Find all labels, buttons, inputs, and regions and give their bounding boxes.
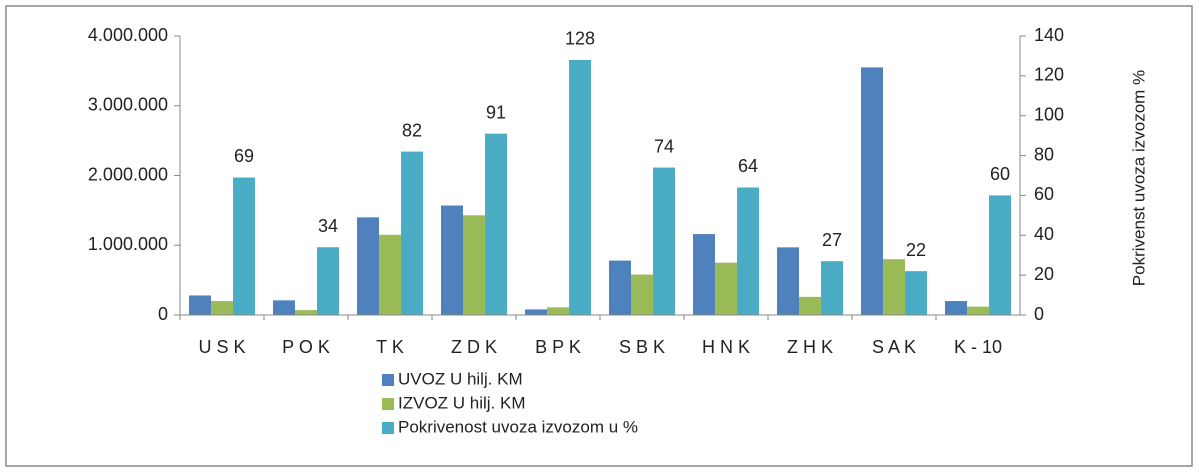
bar: [883, 259, 905, 315]
bar: [653, 167, 675, 315]
data-label: 69: [234, 146, 254, 166]
bar: [799, 296, 821, 315]
x-tick-label: P O K: [282, 337, 330, 357]
bar: [441, 205, 463, 315]
y2-tick-label: 80: [1034, 144, 1054, 164]
data-label: 91: [486, 102, 506, 122]
y2-tick-label: 140: [1034, 25, 1064, 45]
bar: [485, 133, 507, 315]
x-tick-label: S B K: [619, 337, 665, 357]
bar: [777, 247, 799, 315]
bar: [295, 310, 317, 315]
bar: [569, 59, 591, 315]
bar: [715, 262, 737, 315]
data-label: 64: [738, 156, 758, 176]
bar: [609, 260, 631, 315]
bar: [317, 247, 339, 315]
y2-tick-label: 120: [1034, 65, 1064, 85]
legend-label: Pokrivenost uvoza izvozom u %: [398, 417, 638, 436]
bar: [189, 295, 211, 315]
x-tick-label: U S K: [198, 337, 245, 357]
y-tick-label: 1.000.000: [88, 234, 168, 254]
data-label: 128: [565, 29, 595, 49]
legend-swatch: [382, 374, 394, 386]
bar: [211, 301, 233, 315]
data-label: 22: [906, 240, 926, 260]
bar: [547, 307, 569, 315]
y2-axis-title: Pokrivenst uvoza izvozom %: [1129, 70, 1148, 286]
data-label: 74: [654, 136, 674, 156]
bar: [989, 195, 1011, 315]
legend-swatch: [382, 398, 394, 410]
y-tick-label: 2.000.000: [88, 164, 168, 184]
legend-label: IZVOZ U hilj. KM: [398, 393, 526, 412]
x-tick-label: B P K: [535, 337, 581, 357]
legend-swatch: [382, 422, 394, 434]
data-label: 27: [822, 230, 842, 250]
bar: [905, 271, 927, 315]
y-tick-label: 4.000.000: [88, 25, 168, 45]
x-tick-label: Z D K: [451, 337, 497, 357]
data-label: 60: [990, 164, 1010, 184]
bar: [631, 274, 653, 315]
x-tick-label: Z H K: [787, 337, 833, 357]
bar: [737, 187, 759, 315]
bar: [233, 177, 255, 315]
legend-label: UVOZ U hilj. KM: [398, 369, 523, 388]
bar: [861, 67, 883, 315]
y-tick-label: 3.000.000: [88, 95, 168, 115]
x-tick-label: H N K: [702, 337, 750, 357]
data-label: 82: [402, 120, 422, 140]
chart-frame: [5, 5, 1193, 467]
bar: [379, 234, 401, 315]
bar: [945, 301, 967, 315]
bar: [357, 217, 379, 315]
y2-tick-label: 100: [1034, 104, 1064, 124]
bar: [463, 215, 485, 315]
bar: [693, 234, 715, 315]
bar: [273, 300, 295, 315]
bar: [821, 261, 843, 315]
data-label: 34: [318, 216, 338, 236]
bar: [401, 151, 423, 315]
y2-tick-label: 60: [1034, 184, 1054, 204]
y2-tick-label: 0: [1034, 304, 1044, 324]
x-tick-label: S A K: [872, 337, 916, 357]
y2-tick-label: 20: [1034, 264, 1054, 284]
x-tick-label: K - 10: [954, 337, 1002, 357]
y-tick-label: 0: [158, 304, 168, 324]
y2-tick-label: 40: [1034, 224, 1054, 244]
bar: [967, 306, 989, 315]
bar: [525, 309, 547, 315]
x-tick-label: T K: [376, 337, 404, 357]
